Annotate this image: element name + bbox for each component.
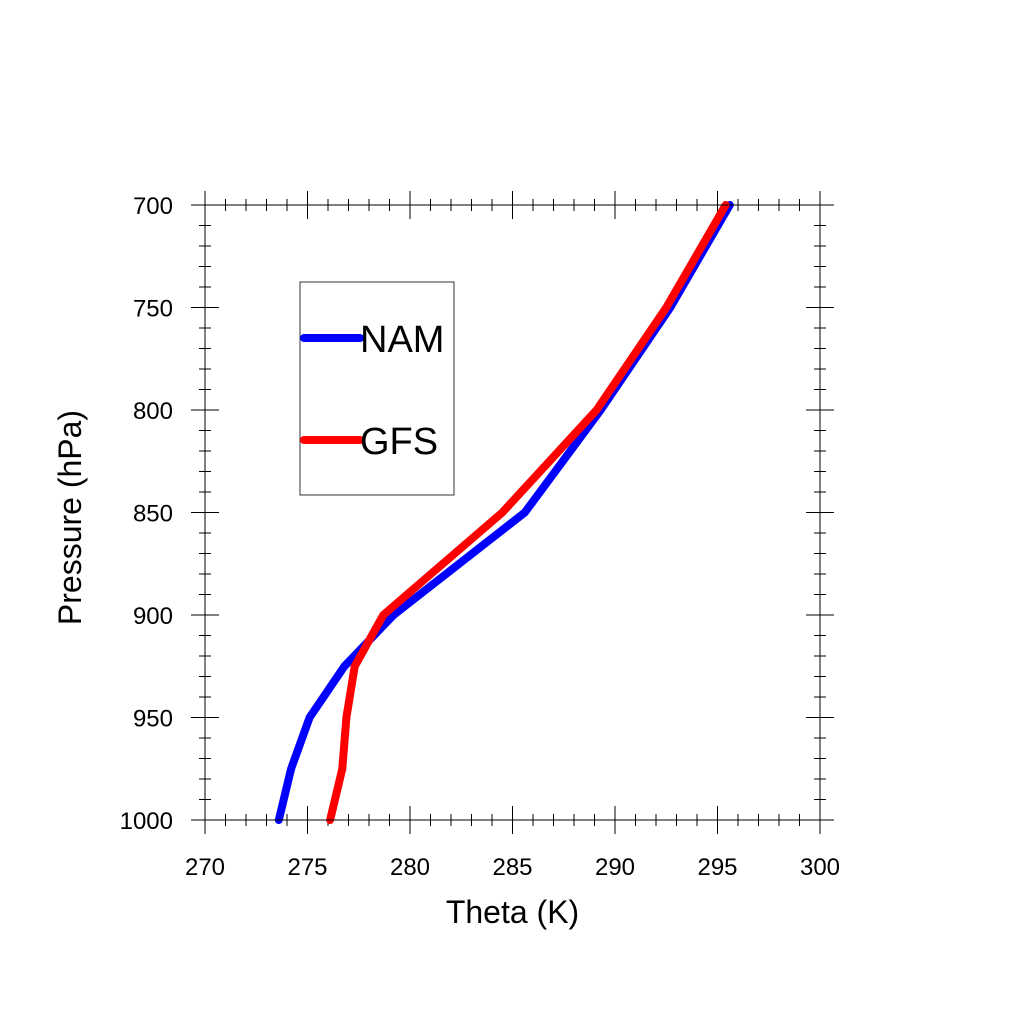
- y-tick-label: 800: [133, 398, 173, 425]
- legend-label-gfs: GFS: [360, 421, 438, 463]
- plot-frame: [204, 204, 821, 821]
- y-tick-label: 900: [133, 603, 173, 630]
- major-ticks: [191, 191, 834, 834]
- x-tick-label: 290: [595, 854, 635, 881]
- y-tick-label: 750: [133, 296, 173, 323]
- x-tick-label: 285: [492, 854, 532, 881]
- x-tick-label: 270: [185, 854, 225, 881]
- tick-labels: 270 275 280 285 290 295 300 700 750 800 850 900 950 1…: [120, 193, 840, 881]
- x-tick-label: 280: [390, 854, 430, 881]
- y-tick-label: 950: [133, 706, 173, 733]
- x-tick-label: 275: [287, 854, 327, 881]
- legend-box: [299, 281, 455, 496]
- x-axis-title: Theta (K): [446, 894, 579, 930]
- y-tick-label: 700: [133, 193, 173, 220]
- legend: NAM GFS: [299, 281, 455, 496]
- y-tick-label: 1000: [120, 808, 173, 835]
- y-axis-title: Pressure (hPa): [52, 410, 88, 625]
- series-line-gfs: [326, 201, 730, 824]
- y-tick-label: 850: [133, 501, 173, 528]
- series-layer: [274, 201, 734, 824]
- minor-ticks: [199, 199, 826, 826]
- x-tick-label: 300: [800, 854, 840, 881]
- legend-label-nam: NAM: [360, 319, 444, 361]
- x-tick-label: 295: [697, 854, 737, 881]
